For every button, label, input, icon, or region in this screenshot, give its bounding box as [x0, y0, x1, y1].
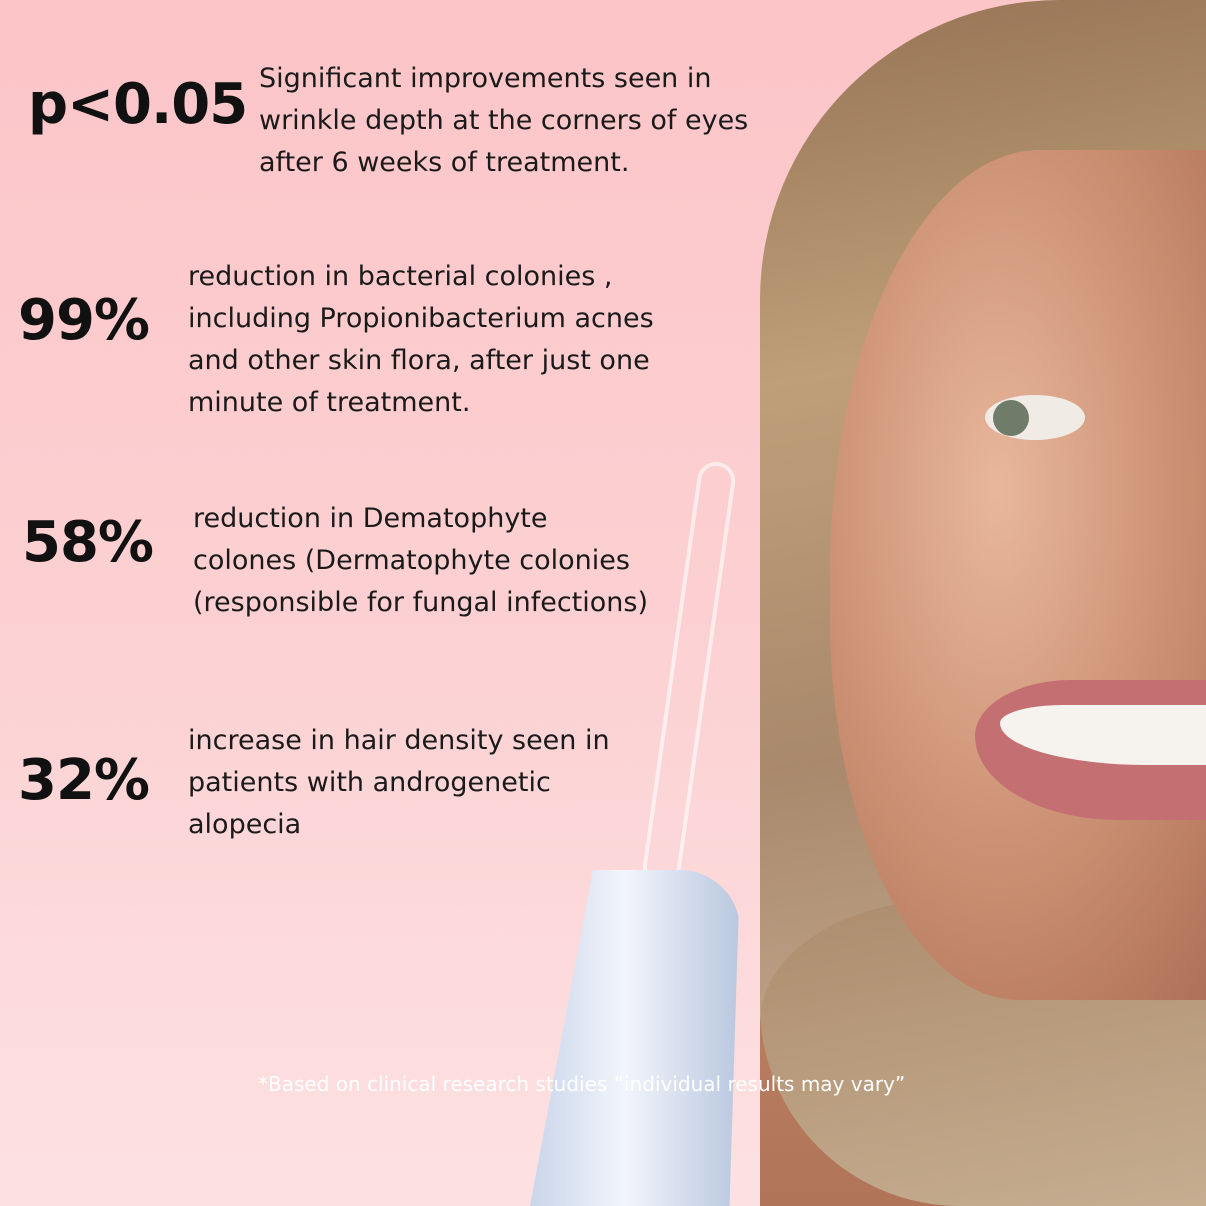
line: increase in hair density seen in	[188, 725, 610, 756]
glass-electrode	[640, 459, 738, 889]
stat-value: p<0.05	[28, 72, 248, 137]
line: alopecia	[188, 809, 302, 840]
stat-value: 32%	[18, 748, 150, 813]
face	[830, 150, 1206, 1000]
line: reduction in Dematophyte	[193, 503, 548, 534]
stat-value: 99%	[18, 288, 150, 353]
stat-description: reduction in bacterial colonies , includ…	[188, 256, 654, 424]
line: reduction in bacterial colonies ,	[188, 261, 613, 292]
high-frequency-wand	[530, 870, 740, 1206]
stat-description: Significant improvements seen in wrinkle…	[259, 58, 748, 184]
stat-description: increase in hair density seen in patient…	[188, 720, 610, 846]
line: minute of treatment.	[188, 387, 471, 418]
line: Significant improvements seen in	[259, 63, 712, 94]
stat-description: reduction in Dematophyte colones (Dermat…	[193, 498, 648, 624]
line: including Propionibacterium acnes	[188, 303, 654, 334]
line: colones (Dermatophyte colonies	[193, 545, 630, 576]
line: after 6 weeks of treatment.	[259, 147, 630, 178]
disclaimer-footnote: *Based on clinical research studies “ind…	[258, 1072, 906, 1096]
stat-value: 58%	[22, 510, 154, 575]
line: wrinkle depth at the corners of eyes	[259, 105, 749, 136]
line: and other skin flora, after just one	[188, 345, 650, 376]
line: (responsible for fungal infections)	[193, 587, 648, 618]
iris	[993, 400, 1029, 436]
line: patients with androgenetic	[188, 767, 551, 798]
